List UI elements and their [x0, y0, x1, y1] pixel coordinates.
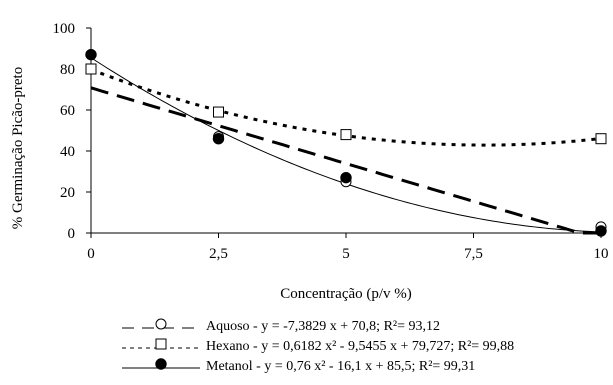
data-points — [85, 48, 607, 237]
y-tick-label: 100 — [53, 21, 76, 37]
data-point-metanol — [595, 225, 607, 237]
legend-label-metanol: Metanol - y = 0,76 x² - 16,1 x + 85,5; R… — [206, 359, 475, 374]
legend-marker-hexano — [155, 338, 167, 350]
data-point-hexano — [213, 106, 224, 118]
y-axis-label: % Germinação Picão-preto — [10, 67, 26, 229]
data-point-metanol — [212, 133, 225, 145]
data-point-metanol — [340, 171, 352, 184]
data-point-hexano — [85, 63, 97, 75]
x-tick-label: 7,5 — [464, 246, 483, 262]
legend-label-hexano: Hexano - y = 0,6182 x² - 9,5455 x + 79,7… — [206, 339, 514, 354]
y-tick-label: 20 — [60, 185, 75, 201]
fit-line-aquoso — [90, 86, 601, 235]
tick-labels: 0 20 40 60 80 100 0 2,5 5 7,5 10 — [53, 21, 609, 262]
fit-lines — [90, 57, 602, 235]
x-tick-label: 10 — [594, 246, 609, 262]
legend-label-aquoso: Aquoso - y = -7,3829 x + 70,8; R²= 93,12 — [206, 319, 440, 334]
x-tick-label: 0 — [87, 246, 95, 262]
x-axis-label: Concentração (p/v %) — [280, 286, 412, 302]
y-tick-label: 40 — [60, 144, 75, 160]
x-tick-label: 2,5 — [209, 246, 228, 262]
x-tick-label: 5 — [342, 246, 350, 262]
legend-marker-metanol — [155, 358, 167, 370]
data-point-hexano — [595, 133, 607, 145]
data-point-metanol — [85, 48, 97, 61]
legend-marker-aquoso — [155, 318, 167, 330]
y-tick-label: 80 — [60, 62, 75, 78]
y-tick-label: 60 — [60, 103, 75, 119]
legend: Aquoso - y = -7,3829 x + 70,8; R²= 93,12… — [122, 318, 514, 374]
y-tick-label: 0 — [68, 226, 76, 242]
data-point-hexano — [340, 129, 352, 141]
